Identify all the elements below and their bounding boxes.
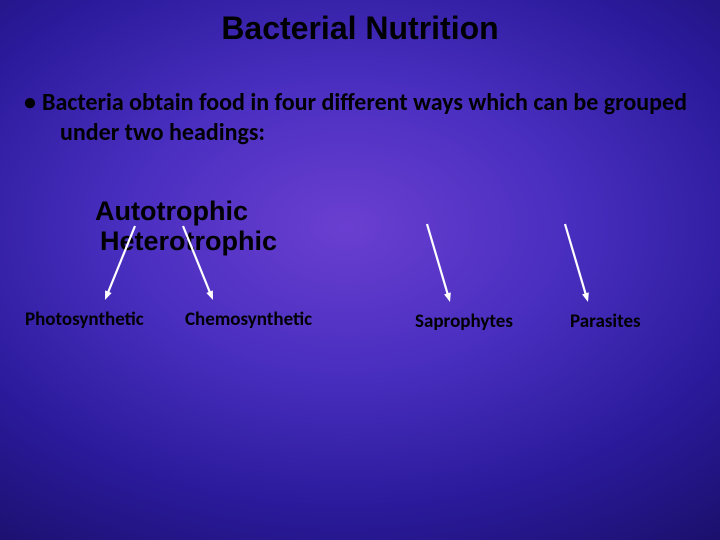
leaf-photosynthetic: Photosynthetic <box>25 308 144 331</box>
slide: Bacterial Nutrition • Bacteria obtain fo… <box>0 0 720 540</box>
bullet-marker: • <box>24 88 36 117</box>
arrows-layer <box>0 0 720 540</box>
heading-autotrophic: Autotrophic <box>95 196 248 227</box>
leaf-chemosynthetic: Chemosynthetic <box>185 308 312 331</box>
slide-title: Bacterial Nutrition <box>0 10 720 47</box>
leaf-saprophytes: Saprophytes <box>415 310 513 333</box>
leaf-parasites: Parasites <box>570 310 641 333</box>
bullet-text: Bacteria obtain food in four different w… <box>42 88 700 148</box>
heading-heterotrophic: Heterotrophic <box>100 226 277 257</box>
